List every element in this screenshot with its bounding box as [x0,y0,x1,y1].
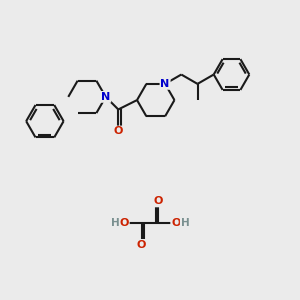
Text: H: H [181,218,190,228]
Text: O: O [171,218,181,228]
Text: H: H [110,218,119,228]
Text: N: N [160,79,170,89]
Text: O: O [114,127,123,136]
Text: N: N [101,92,110,102]
Text: O: O [154,196,163,206]
Text: O: O [119,218,129,228]
Text: O: O [137,240,146,250]
